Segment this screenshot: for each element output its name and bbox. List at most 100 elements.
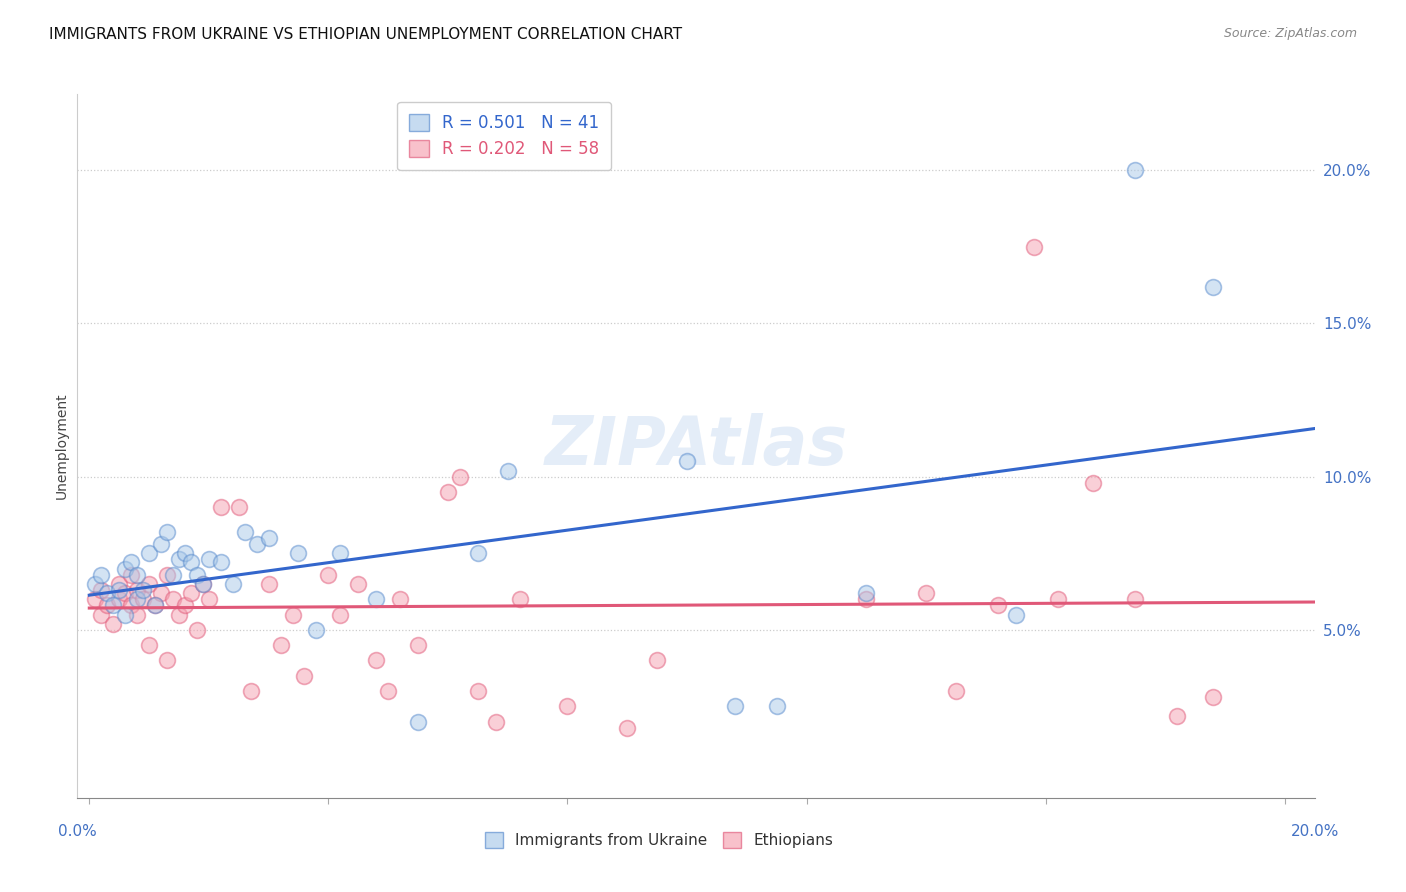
Point — [467, 684, 489, 698]
Point — [318, 567, 340, 582]
Point — [186, 623, 208, 637]
Point — [1046, 592, 1069, 607]
Y-axis label: Unemployment: Unemployment — [55, 392, 69, 500]
Point — [96, 599, 118, 613]
Point — [1123, 163, 1146, 178]
Point — [281, 607, 304, 622]
Text: 0.0%: 0.0% — [58, 824, 97, 838]
Point — [120, 556, 142, 570]
Point — [1004, 607, 1026, 622]
Point — [156, 524, 179, 539]
Point — [103, 616, 125, 631]
Point — [557, 699, 579, 714]
Point — [855, 586, 877, 600]
Point — [437, 485, 460, 500]
Point — [509, 592, 531, 607]
Point — [127, 567, 149, 582]
Point — [108, 592, 131, 607]
Point — [114, 586, 136, 600]
Point — [287, 546, 309, 560]
Point — [616, 721, 638, 735]
Point — [228, 500, 250, 515]
Point — [233, 524, 256, 539]
Point — [150, 537, 173, 551]
Point — [174, 599, 197, 613]
Point — [132, 592, 155, 607]
Point — [855, 592, 877, 607]
Point — [198, 552, 221, 566]
Point — [132, 582, 155, 597]
Point — [1123, 592, 1146, 607]
Point — [198, 592, 221, 607]
Point — [239, 684, 262, 698]
Point — [114, 607, 136, 622]
Point — [496, 463, 519, 477]
Point — [645, 653, 668, 667]
Point — [186, 567, 208, 582]
Point — [191, 577, 214, 591]
Point — [84, 577, 107, 591]
Point — [347, 577, 370, 591]
Point — [724, 699, 747, 714]
Point — [1202, 690, 1225, 705]
Point — [143, 599, 166, 613]
Point — [1166, 708, 1188, 723]
Point — [765, 699, 787, 714]
Point — [294, 669, 316, 683]
Legend: Immigrants from Ukraine, Ethiopians: Immigrants from Ukraine, Ethiopians — [475, 823, 842, 857]
Point — [108, 582, 131, 597]
Text: IMMIGRANTS FROM UKRAINE VS ETHIOPIAN UNEMPLOYMENT CORRELATION CHART: IMMIGRANTS FROM UKRAINE VS ETHIOPIAN UNE… — [49, 27, 682, 42]
Point — [222, 577, 245, 591]
Point — [180, 556, 202, 570]
Point — [120, 567, 142, 582]
Point — [167, 552, 190, 566]
Point — [467, 546, 489, 560]
Point — [150, 586, 173, 600]
Point — [945, 684, 967, 698]
Point — [209, 556, 232, 570]
Text: ZIPAtlas: ZIPAtlas — [544, 413, 848, 479]
Point — [84, 592, 107, 607]
Point — [120, 599, 142, 613]
Point — [174, 546, 197, 560]
Point — [156, 567, 179, 582]
Point — [180, 586, 202, 600]
Point — [167, 607, 190, 622]
Point — [127, 607, 149, 622]
Text: 20.0%: 20.0% — [1291, 824, 1339, 838]
Point — [406, 638, 429, 652]
Point — [162, 567, 184, 582]
Point — [1022, 240, 1045, 254]
Point — [96, 586, 118, 600]
Point — [270, 638, 292, 652]
Point — [987, 599, 1010, 613]
Point — [108, 577, 131, 591]
Point — [366, 592, 388, 607]
Point — [329, 546, 352, 560]
Point — [138, 638, 160, 652]
Point — [915, 586, 938, 600]
Point — [366, 653, 388, 667]
Point — [406, 714, 429, 729]
Point — [257, 531, 280, 545]
Point — [138, 546, 160, 560]
Point — [127, 592, 149, 607]
Point — [162, 592, 184, 607]
Point — [257, 577, 280, 591]
Point — [389, 592, 412, 607]
Point — [209, 500, 232, 515]
Point — [138, 577, 160, 591]
Point — [449, 469, 471, 483]
Point — [143, 599, 166, 613]
Point — [191, 577, 214, 591]
Point — [127, 582, 149, 597]
Point — [103, 599, 125, 613]
Point — [329, 607, 352, 622]
Point — [156, 653, 179, 667]
Point — [1202, 279, 1225, 293]
Point — [1083, 475, 1105, 490]
Point — [90, 607, 112, 622]
Text: Source: ZipAtlas.com: Source: ZipAtlas.com — [1223, 27, 1357, 40]
Point — [114, 561, 136, 575]
Point — [246, 537, 269, 551]
